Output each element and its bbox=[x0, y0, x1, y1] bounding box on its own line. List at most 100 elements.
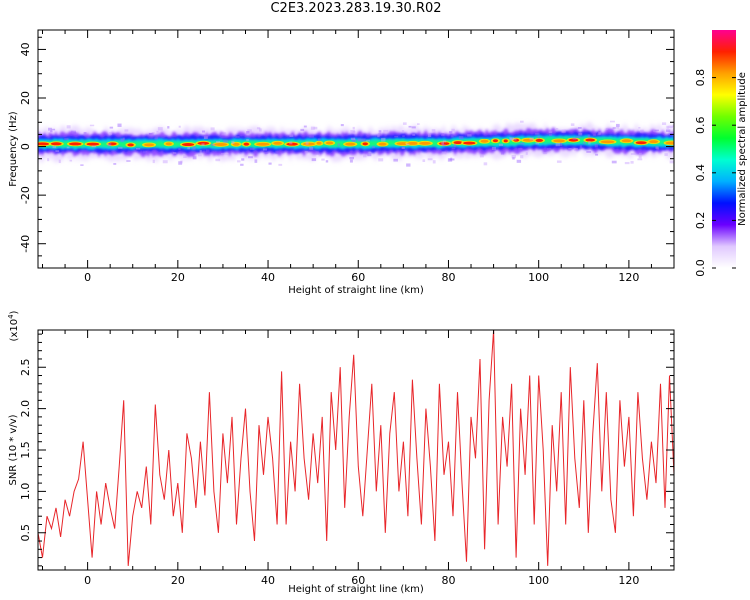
spectrogram-speckle bbox=[378, 132, 382, 136]
spectrogram-hotspot bbox=[68, 142, 82, 146]
snr-panel: 0 20 40 60 80 100 120 0.5 1.0 1.5 2.0 2.5 Height o… bbox=[7, 310, 675, 595]
spectrogram-speckle bbox=[520, 142, 525, 145]
spectrogram-speckle bbox=[278, 163, 283, 166]
spectrogram-speckle bbox=[383, 129, 389, 133]
spectrogram-speckle bbox=[192, 156, 197, 160]
spectrogram-speckle bbox=[616, 126, 620, 129]
spectrogram-speckle bbox=[583, 141, 586, 144]
spectrogram-speckle bbox=[500, 151, 505, 155]
spectrogram-speckle bbox=[513, 138, 517, 141]
spectrogram-speckle bbox=[172, 152, 177, 154]
spectrogram-hotspot bbox=[232, 142, 240, 146]
colorbar-scale bbox=[712, 30, 736, 268]
spectrogram-speckle bbox=[340, 124, 344, 127]
spectrogram-speckle bbox=[89, 124, 95, 127]
spectrogram-speckle bbox=[349, 159, 353, 163]
spectrogram-speckle bbox=[372, 146, 375, 149]
spectrogram-y-tick-label: -40 bbox=[19, 235, 32, 253]
spectrogram-hotspot bbox=[621, 139, 632, 143]
spectrogram-speckle bbox=[64, 138, 69, 140]
spectrogram-hotspot bbox=[50, 142, 62, 146]
spectrogram-speckle bbox=[441, 143, 446, 147]
spectrogram-hotspot bbox=[513, 138, 520, 142]
spectrogram-speckle bbox=[638, 127, 641, 129]
spectrogram-speckle bbox=[351, 138, 357, 143]
spectrogram-hotspot bbox=[492, 139, 498, 143]
spectrogram-speckle bbox=[467, 134, 472, 137]
spectrogram-speckle bbox=[491, 146, 497, 150]
spectrogram-speckle bbox=[668, 131, 674, 134]
spectrogram-speckle bbox=[148, 133, 154, 136]
colorbar-tick-label: 0.6 bbox=[694, 116, 707, 134]
spectrogram-hotspot bbox=[535, 138, 544, 142]
spectrogram-speckle bbox=[556, 160, 562, 163]
snr-y-tick-label: 2.0 bbox=[19, 400, 32, 418]
snr-x-tick-label: 40 bbox=[261, 574, 275, 587]
spectrogram-speckle bbox=[107, 143, 112, 147]
spectrogram-speckle bbox=[666, 129, 671, 133]
spectrogram-speckle bbox=[449, 131, 453, 133]
spectrogram-speckle bbox=[235, 136, 240, 138]
spectrogram-speckle bbox=[441, 132, 445, 137]
spectrogram-speckle bbox=[349, 156, 355, 160]
colorbar-tick-label: 0.0 bbox=[694, 259, 707, 277]
spectrogram-speckle bbox=[366, 139, 370, 142]
spectrogram-speckle bbox=[417, 123, 420, 125]
spectrogram-speckle bbox=[192, 146, 196, 150]
spectrogram-speckle bbox=[136, 147, 141, 150]
spectrogram-x-ticks: 0 20 40 60 80 100 120 bbox=[42, 30, 675, 284]
snr-x-ticks: 0 20 40 60 80 100 120 bbox=[42, 330, 675, 587]
spectrogram-speckle bbox=[178, 125, 181, 128]
spectrogram-speckle bbox=[393, 158, 398, 162]
spectrogram-speckle bbox=[516, 159, 522, 163]
spectrogram-speckle bbox=[148, 132, 154, 135]
spectrogram-speckle bbox=[73, 131, 77, 134]
snr-x-tick-label: 100 bbox=[528, 574, 549, 587]
spectrogram-hotspot bbox=[407, 141, 419, 145]
spectrogram-hotspot bbox=[463, 141, 476, 145]
spectrogram-speckle bbox=[367, 152, 372, 157]
spectrogram-speckle bbox=[595, 153, 599, 156]
spectrogram-speckle bbox=[442, 140, 447, 143]
spectrogram-speckle bbox=[221, 153, 225, 155]
spectrogram-speckle bbox=[609, 120, 615, 123]
spectrogram-speckle bbox=[143, 150, 148, 154]
spectrogram-speckle bbox=[401, 130, 405, 132]
spectrogram-speckle bbox=[210, 127, 215, 131]
spectrogram-heatmap bbox=[38, 120, 674, 167]
spectrogram-hotspot bbox=[553, 139, 565, 143]
spectrogram-speckle bbox=[256, 127, 261, 130]
spectrogram-speckle bbox=[315, 151, 319, 155]
spectrogram-speckle bbox=[48, 127, 52, 131]
spectrogram-speckle bbox=[126, 160, 131, 162]
spectrogram-speckle bbox=[305, 141, 309, 145]
spectrogram-speckle bbox=[624, 161, 630, 165]
spectrogram-speckle bbox=[593, 133, 597, 136]
spectrogram-speckle bbox=[187, 146, 191, 150]
spectrogram-speckle bbox=[310, 126, 315, 130]
spectrogram-speckle bbox=[451, 147, 456, 150]
spectrogram-speckle bbox=[520, 120, 524, 123]
spectrogram-hotspot bbox=[419, 141, 431, 145]
spectrogram-speckle bbox=[412, 133, 416, 136]
spectrogram-speckle bbox=[71, 130, 76, 134]
spectrogram-speckle bbox=[616, 123, 620, 127]
spectrogram-speckle bbox=[180, 160, 183, 164]
spectrogram-speckle bbox=[594, 143, 598, 148]
spectrogram-speckle bbox=[55, 150, 60, 153]
snr-x-tick-label: 80 bbox=[441, 574, 455, 587]
snr-series-line bbox=[38, 330, 674, 566]
spectrogram-y-tick-label: -20 bbox=[19, 186, 32, 204]
spectrogram-speckle bbox=[441, 141, 444, 145]
spectrogram-hotspot bbox=[568, 138, 579, 142]
spectrogram-speckle bbox=[254, 159, 258, 163]
snr-y-ticks: 0.5 1.0 1.5 2.0 2.5 bbox=[19, 333, 674, 567]
spectrogram-speckle bbox=[321, 158, 325, 161]
spectrogram-speckle bbox=[69, 159, 73, 162]
spectrogram-speckle bbox=[199, 150, 202, 153]
spectrogram-speckle bbox=[498, 143, 504, 146]
spectrogram-speckle bbox=[120, 138, 124, 142]
spectrogram-speckle bbox=[311, 158, 317, 162]
spectrogram-speckle bbox=[237, 160, 241, 163]
spectrogram-speckle bbox=[352, 126, 355, 130]
